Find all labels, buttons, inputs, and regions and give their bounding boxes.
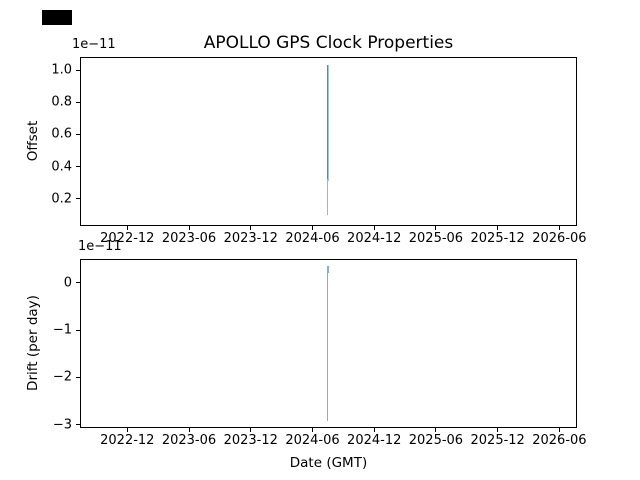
x-tick-mark bbox=[250, 428, 252, 432]
y-scale-offset-label-top: 1e−11 bbox=[72, 37, 116, 52]
x-tick-label: 2023-06 bbox=[161, 231, 217, 246]
y-tick-mark bbox=[76, 282, 80, 284]
y-tick-label: 0.4 bbox=[51, 159, 72, 175]
x-tick-label: 2024-06 bbox=[285, 231, 340, 246]
chart-title: APOLLO GPS Clock Properties bbox=[203, 33, 454, 53]
x-axis-label: Date (GMT) bbox=[289, 455, 368, 471]
x-tick-label: 2022-12 bbox=[100, 231, 155, 246]
y-tick-label: 0 bbox=[63, 275, 72, 291]
x-tick-mark bbox=[126, 226, 128, 230]
x-tick-label: 2025-12 bbox=[470, 433, 525, 448]
y-tick-label: 0.2 bbox=[51, 191, 72, 207]
x-tick-mark bbox=[373, 428, 375, 432]
x-tick-mark bbox=[250, 226, 252, 230]
x-tick-mark bbox=[188, 428, 190, 432]
x-tick-mark bbox=[497, 226, 499, 230]
x-tick-mark bbox=[435, 226, 437, 230]
y-tick-label: 1.0 bbox=[51, 62, 72, 78]
x-tick-mark bbox=[188, 226, 190, 230]
x-tick-mark bbox=[311, 428, 313, 432]
x-tick-label: 2024-12 bbox=[347, 433, 402, 448]
y-tick-label: 0.6 bbox=[51, 126, 72, 142]
x-tick-mark bbox=[558, 226, 560, 230]
x-tick-mark bbox=[435, 428, 437, 432]
offset-data-spike bbox=[326, 64, 329, 182]
y-tick-mark bbox=[76, 376, 80, 378]
y-tick-mark bbox=[76, 424, 80, 426]
y-tick-mark bbox=[76, 69, 80, 71]
x-tick-mark bbox=[311, 226, 313, 230]
y-tick-mark bbox=[76, 329, 80, 331]
x-tick-label: 2023-12 bbox=[223, 231, 278, 246]
x-tick-label: 2026-06 bbox=[532, 433, 587, 448]
offset-data-spike bbox=[327, 179, 329, 216]
y-tick-label: −1 bbox=[52, 322, 72, 338]
x-tick-label: 2023-06 bbox=[161, 433, 217, 448]
x-tick-label: 2024-06 bbox=[285, 433, 340, 448]
y-scale-offset-label-bottom: 1e−11 bbox=[78, 239, 122, 254]
y-tick-label: −3 bbox=[52, 417, 72, 433]
black-box-artifact bbox=[42, 10, 72, 25]
x-tick-label: 2023-12 bbox=[223, 433, 278, 448]
y-tick-mark bbox=[76, 101, 80, 103]
y-tick-label: 0.8 bbox=[51, 94, 72, 110]
x-tick-mark bbox=[558, 428, 560, 432]
x-tick-label: 2025-06 bbox=[408, 433, 464, 448]
x-tick-label: 2025-06 bbox=[408, 231, 464, 246]
drift-plot-area bbox=[80, 259, 577, 428]
y-tick-mark bbox=[76, 198, 80, 200]
drift-data-spike bbox=[327, 272, 329, 421]
y-tick-label: −2 bbox=[52, 369, 72, 385]
x-tick-mark bbox=[126, 428, 128, 432]
x-tick-label: 2025-12 bbox=[470, 231, 525, 246]
x-tick-label: 2026-06 bbox=[532, 231, 587, 246]
y-tick-mark bbox=[76, 166, 80, 168]
x-tick-mark bbox=[497, 428, 499, 432]
drift-data-spike bbox=[326, 265, 329, 274]
x-tick-label: 2022-12 bbox=[100, 433, 155, 448]
x-tick-label: 2024-12 bbox=[347, 231, 402, 246]
x-tick-mark bbox=[373, 226, 375, 230]
y-tick-mark bbox=[76, 133, 80, 135]
